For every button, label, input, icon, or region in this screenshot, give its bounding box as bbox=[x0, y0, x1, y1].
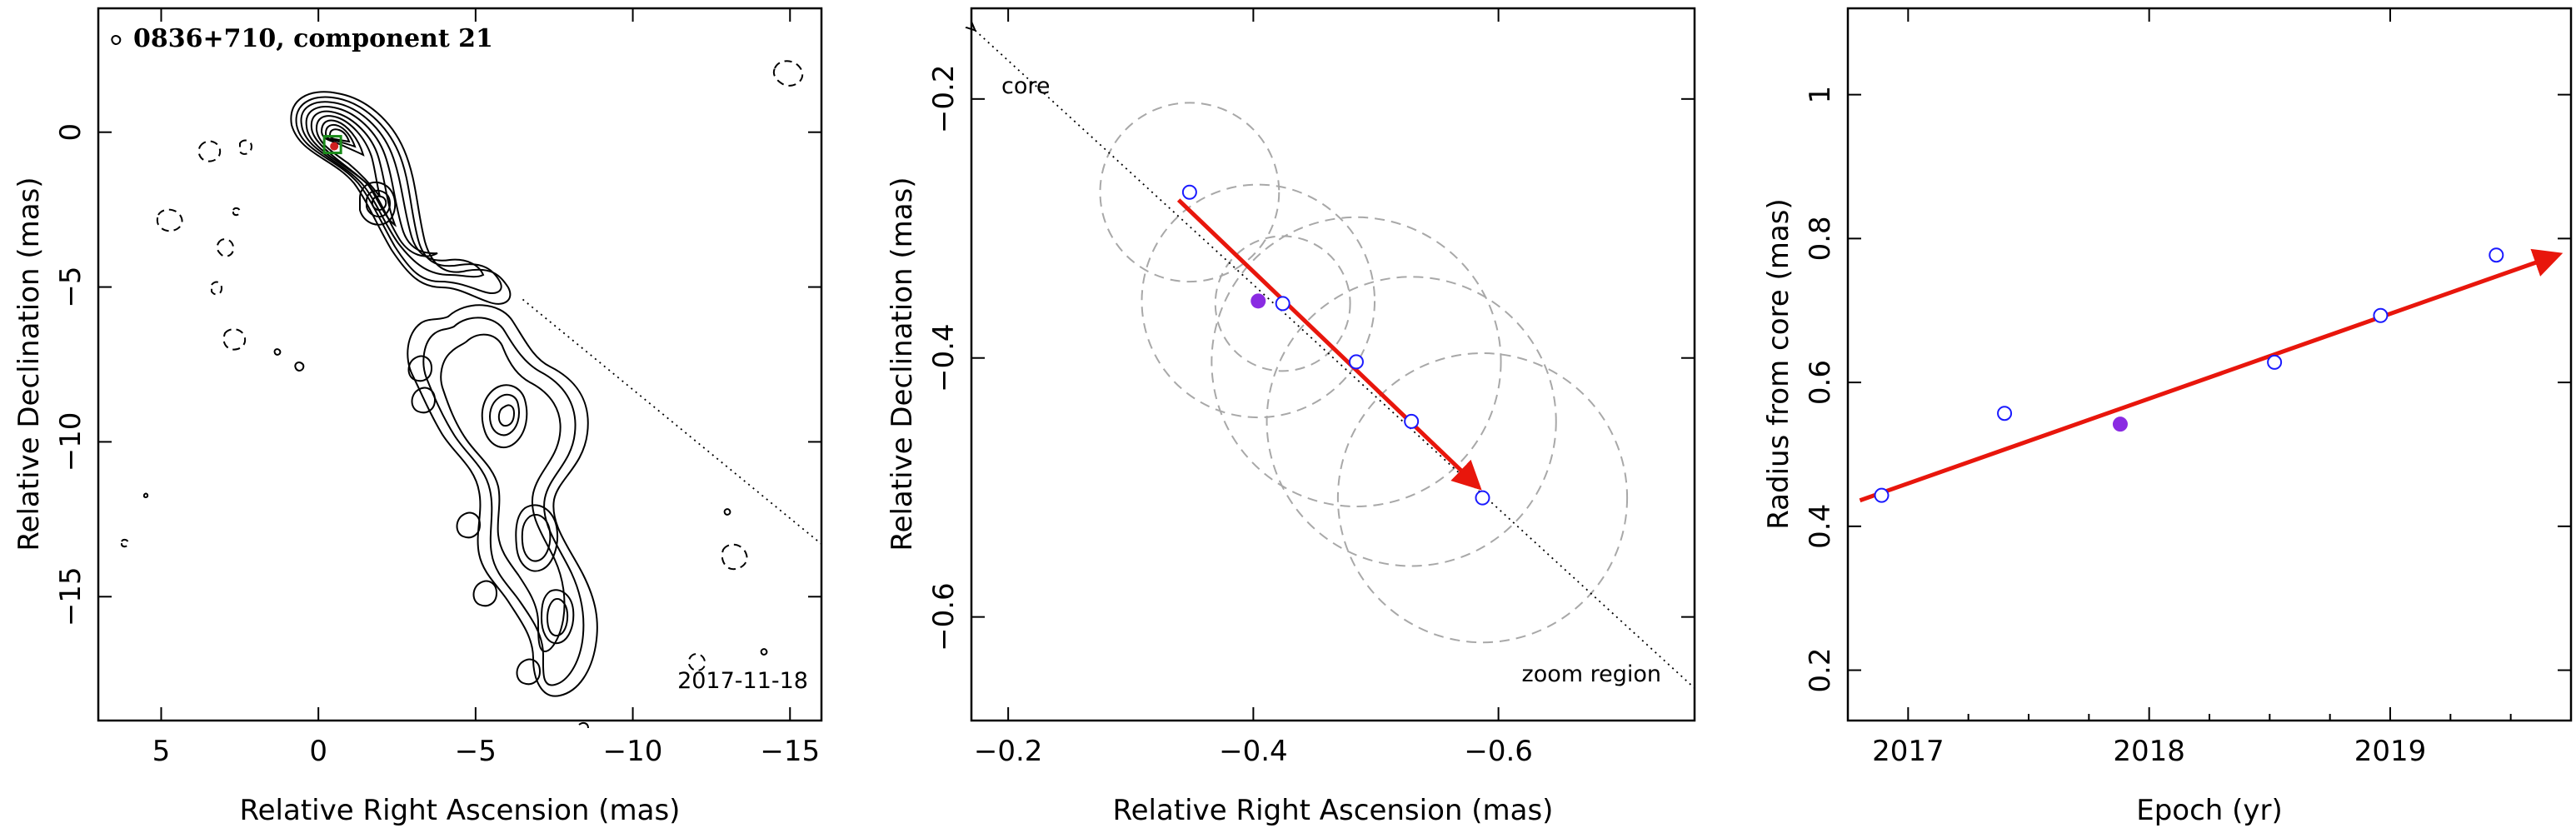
x-tick-label: −0.4 bbox=[1219, 735, 1288, 768]
core-label: core bbox=[1001, 73, 1050, 99]
y-tick-label: 0 bbox=[54, 123, 87, 142]
core-direction-line bbox=[975, 30, 1695, 689]
data-point bbox=[2373, 307, 2389, 323]
panel-2-points bbox=[1181, 184, 1490, 506]
panel-1-contours bbox=[111, 35, 804, 729]
panel-3-x-axis-label: Epoch (yr) bbox=[2136, 794, 2283, 827]
y-tick-label: 0.6 bbox=[1804, 360, 1837, 405]
x-tick-label: −5 bbox=[455, 735, 497, 768]
data-point bbox=[1997, 406, 2013, 421]
panel-2-zoom-scatter: −0.2 −0.4 −0.6 −0.2 −0.4 −0.6 core zoom regio… bbox=[886, 7, 1696, 827]
jet-direction-line bbox=[522, 298, 822, 545]
component-size-circle bbox=[1099, 102, 1281, 283]
component-marker-box bbox=[322, 135, 342, 155]
highlight-data-point bbox=[1251, 293, 1266, 309]
component-size-circle bbox=[1214, 235, 1351, 372]
y-tick-label: −5 bbox=[54, 267, 87, 308]
panel-2-fit-arrow bbox=[1176, 198, 1482, 491]
panel-2-x-axis-label: Relative Right Ascension (mas) bbox=[1113, 794, 1554, 827]
y-tick-label: −15 bbox=[54, 566, 87, 626]
panel-3-radius-vs-epoch: 2017 2018 2019 0.2 0.4 0.6 0.8 1 Epoch (yr) Rad… bbox=[1762, 7, 2573, 827]
component-size-circle bbox=[1211, 216, 1502, 507]
panel-1-frame bbox=[97, 7, 823, 722]
panel-1-y-axis-label: Relative Declination (mas) bbox=[12, 177, 46, 551]
panel-3-frame bbox=[1846, 7, 2573, 722]
x-tick-label: −0.2 bbox=[974, 735, 1043, 768]
panel-3-fit-arrow bbox=[1859, 248, 2564, 503]
x-tick-label: 5 bbox=[152, 735, 171, 768]
data-point bbox=[1181, 184, 1197, 200]
y-tick-label: 1 bbox=[1804, 86, 1837, 104]
panel-1-date-label: 2017-11-18 bbox=[677, 668, 808, 694]
highlight-data-point bbox=[2112, 416, 2128, 432]
panel-3-y-axis-label: Radius from core (mas) bbox=[1762, 198, 1795, 529]
panel-2-size-circles bbox=[1099, 102, 1629, 644]
y-tick-label: 0.2 bbox=[1804, 648, 1837, 693]
data-point bbox=[2267, 354, 2283, 370]
x-tick-label: −10 bbox=[603, 735, 663, 768]
y-tick-label: −10 bbox=[54, 412, 87, 472]
x-tick-label: 2018 bbox=[2113, 735, 2185, 768]
data-point bbox=[1475, 490, 1490, 506]
panel-3-ticks: 2017 2018 2019 0.2 0.4 0.6 0.8 1 bbox=[1804, 8, 2571, 768]
y-tick-label: 0.4 bbox=[1804, 504, 1837, 549]
data-point bbox=[2489, 247, 2504, 263]
component-size-circle bbox=[1141, 183, 1376, 419]
panel-2-y-axis-label: Relative Declination (mas) bbox=[886, 177, 919, 551]
data-point bbox=[1348, 354, 1364, 370]
x-tick-label: −0.6 bbox=[1464, 735, 1533, 768]
component-marker-dot bbox=[330, 142, 339, 151]
zoom-region-label: zoom region bbox=[1522, 661, 1661, 687]
x-tick-label: 2019 bbox=[2354, 735, 2427, 768]
panel-2-ticks: −0.2 −0.4 −0.6 −0.2 −0.4 −0.6 bbox=[927, 8, 1695, 768]
x-tick-label: −15 bbox=[760, 735, 820, 768]
data-point bbox=[1275, 296, 1290, 312]
x-tick-label: 2017 bbox=[1872, 735, 1944, 768]
y-tick-label: −0.4 bbox=[927, 323, 961, 392]
data-point bbox=[1874, 487, 1890, 503]
data-point bbox=[1404, 413, 1420, 429]
x-tick-label: 0 bbox=[309, 735, 327, 768]
panel-1-ticks: 5 0 −5 −10 −15 0 −5 −10 −15 bbox=[54, 8, 821, 768]
component-size-circle bbox=[1336, 352, 1629, 644]
panel-3-points bbox=[1874, 247, 2504, 503]
y-tick-label: 0.8 bbox=[1804, 216, 1837, 261]
y-tick-label: −0.6 bbox=[927, 582, 961, 651]
y-tick-label: −0.2 bbox=[927, 65, 961, 134]
panel-1-x-axis-label: Relative Right Ascension (mas) bbox=[240, 794, 681, 827]
panel-2-frame bbox=[970, 7, 1696, 722]
component-size-circle bbox=[1266, 276, 1557, 567]
panel-1-contour-map: 5 0 −5 −10 −15 0 −5 −10 −15 0836+710, component … bbox=[12, 7, 823, 827]
panel-1-title: 0836+710, component 21 bbox=[133, 24, 493, 53]
